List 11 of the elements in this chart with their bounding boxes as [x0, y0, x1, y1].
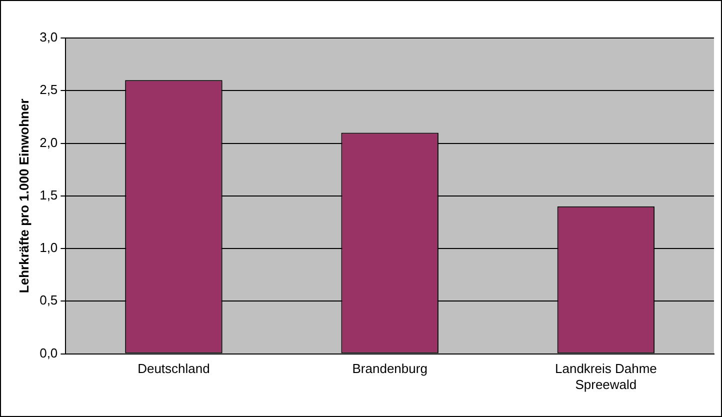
y-tick-label: 1,0	[40, 240, 58, 256]
y-axis-title: Lehrkräfte pro 1.000 Einwohner	[16, 98, 32, 294]
y-tick-label: 2,5	[40, 82, 58, 98]
y-tick-label: 2,0	[40, 134, 58, 150]
x-tick-label: Landkreis Dahme Spreewald	[555, 361, 657, 392]
y-tick-label: 1,5	[40, 187, 58, 202]
y-tick-label: 0,5	[40, 292, 58, 308]
x-tick-label: Brandenburg	[352, 361, 428, 376]
y-tick-label: 0,0	[40, 345, 58, 360]
y-tick-label: 3,0	[40, 30, 58, 45]
x-tick-label: Deutschland	[138, 361, 210, 376]
